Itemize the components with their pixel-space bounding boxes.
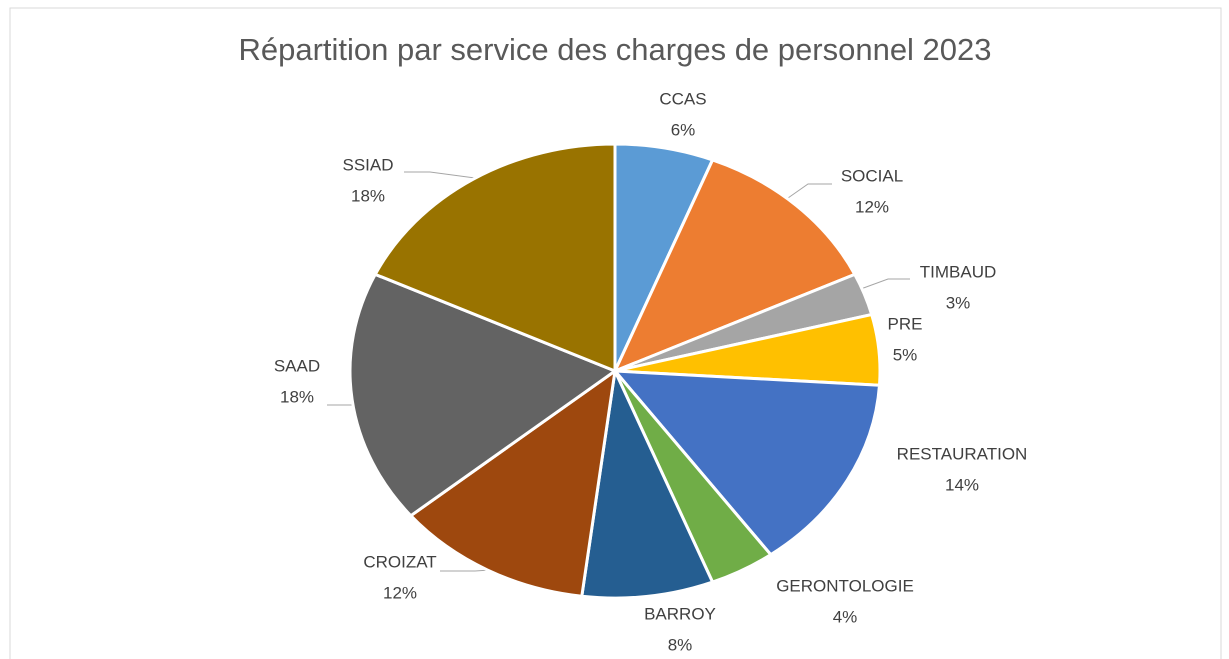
leader-line: [404, 171, 476, 179]
slice-label: BARROY: [644, 604, 716, 623]
slice-label: SSIAD: [342, 155, 393, 174]
slice-value-label: 4%: [833, 607, 858, 626]
pie-slice: [408, 367, 617, 598]
slice-label: GERONTOLOGIE: [776, 576, 914, 595]
leader-line: [857, 278, 910, 291]
pie-slice: [373, 142, 617, 374]
pie: [348, 142, 882, 600]
slice-label: CCAS: [659, 89, 706, 108]
slice-value-label: 12%: [383, 583, 417, 602]
slice-label: CROIZAT: [363, 552, 436, 571]
slice-label: TIMBAUD: [920, 262, 997, 281]
slice-label: RESTAURATION: [897, 444, 1028, 463]
slice-label: SAAD: [274, 356, 320, 375]
slice-value-label: 3%: [946, 293, 971, 312]
slice-value-label: 18%: [351, 186, 385, 205]
leader-line: [787, 183, 832, 199]
slice-value-label: 8%: [668, 635, 693, 654]
slice-label: SOCIAL: [841, 166, 903, 185]
chart-title: Répartition par service des charges de p…: [238, 32, 991, 67]
pie-slice: [611, 369, 882, 557]
slice-value-label: 14%: [945, 475, 979, 494]
slice-label: PRE: [888, 314, 923, 333]
pie-slice: [612, 158, 857, 374]
slice-value-label: 12%: [855, 197, 889, 216]
pie-slice: [580, 365, 715, 600]
slice-value-label: 18%: [280, 387, 314, 406]
slice-value-label: 6%: [671, 120, 696, 139]
slice-value-label: 5%: [893, 345, 918, 364]
pie-slice: [348, 272, 619, 518]
